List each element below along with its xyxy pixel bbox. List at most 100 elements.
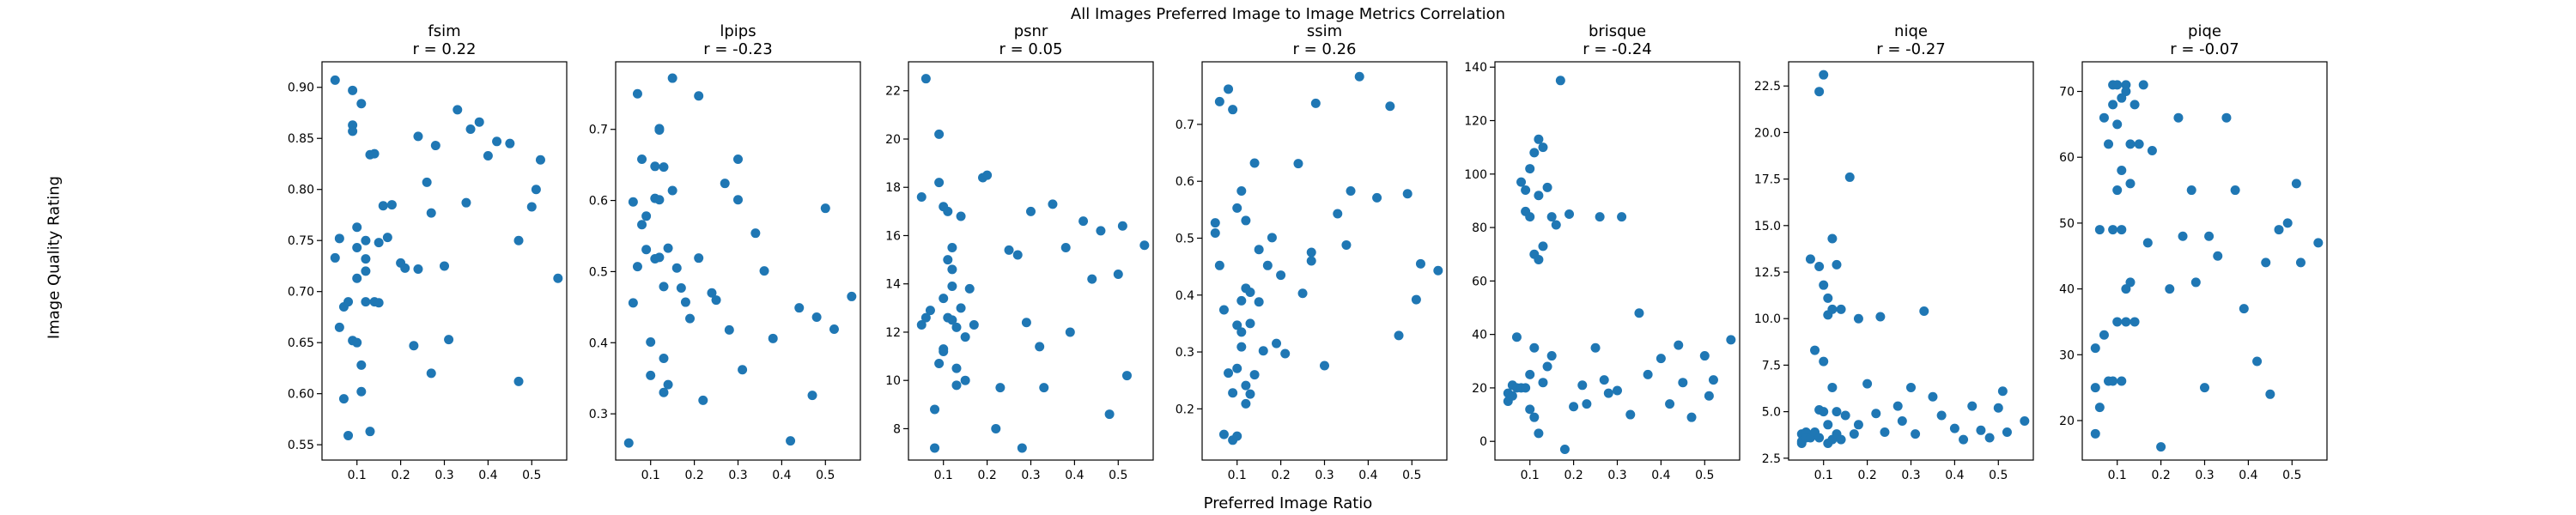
data-point	[2090, 343, 2100, 354]
data-point	[513, 376, 524, 386]
data-point	[1840, 410, 1850, 421]
axes-frame	[908, 61, 1154, 461]
data-point	[1704, 391, 1714, 401]
data-point	[1228, 105, 1238, 115]
x-tick-label: 0.3	[728, 469, 747, 482]
data-point	[352, 243, 362, 253]
data-point	[663, 379, 673, 390]
data-point	[1534, 254, 1544, 264]
data-point	[1026, 206, 1036, 216]
data-point	[1065, 327, 1075, 337]
x-tick-label: 0.1	[1521, 469, 1540, 482]
data-point	[641, 211, 652, 221]
data-point	[934, 359, 945, 369]
data-point	[465, 124, 476, 135]
data-point	[637, 220, 647, 230]
x-tick-label: 0.3	[1607, 469, 1626, 482]
data-point	[1678, 378, 1688, 388]
data-point	[1844, 172, 1855, 182]
data-point	[1551, 220, 1561, 230]
data-point	[1262, 260, 1273, 270]
data-point	[2129, 100, 2140, 110]
data-point	[659, 387, 669, 397]
data-point	[1617, 212, 1627, 222]
data-point	[1245, 318, 1255, 329]
data-point	[1832, 407, 1842, 417]
data-point	[343, 430, 354, 440]
data-point	[1708, 375, 1718, 385]
y-tick-label: 0	[1479, 435, 1487, 449]
data-point	[1542, 361, 1552, 372]
data-point	[663, 243, 673, 253]
x-tick-label: 0.1	[348, 469, 367, 482]
data-point	[1236, 342, 1247, 352]
data-point	[1836, 304, 1846, 314]
data-point	[676, 282, 686, 293]
panel-title-fsim: fsim	[428, 22, 460, 40]
data-point	[1832, 259, 1842, 270]
data-point	[440, 261, 449, 271]
data-point	[916, 191, 927, 202]
y-tick-label: 0.2	[1176, 403, 1194, 416]
data-point	[1993, 403, 2003, 413]
data-point	[920, 312, 931, 323]
data-point	[2108, 225, 2118, 235]
data-point	[513, 235, 524, 245]
panel-subtitle-psnr: r = 0.05	[999, 40, 1062, 58]
axes-frame	[1788, 61, 2034, 461]
y-tick-label: 12	[885, 326, 901, 340]
data-point	[1232, 363, 1242, 373]
data-point	[1875, 312, 1886, 322]
data-point	[1534, 134, 1544, 144]
y-tick-label: 10.0	[1754, 312, 1781, 326]
y-tick-label: 0.60	[288, 388, 314, 402]
data-point	[1577, 380, 1588, 391]
data-point	[2112, 80, 2123, 90]
panel-title-psnr: psnr	[1014, 22, 1048, 40]
y-tick-label: 0.55	[288, 439, 314, 452]
data-point	[2117, 376, 2127, 386]
data-point	[1104, 409, 1115, 420]
x-tick-label: 0.2	[2151, 469, 2170, 482]
data-point	[659, 282, 669, 292]
figure-title: All Images Preferred Image to Image Metr…	[1070, 5, 1506, 23]
data-point	[1087, 274, 1097, 284]
data-point	[2117, 166, 2127, 176]
data-point	[654, 252, 665, 263]
data-point	[1827, 233, 1838, 244]
y-tick-label: 20	[1472, 382, 1487, 396]
data-point	[1346, 185, 1356, 196]
data-point	[356, 386, 367, 397]
data-point	[2108, 376, 2118, 386]
data-point	[934, 129, 945, 139]
data-point	[2090, 383, 2100, 393]
data-point	[1911, 429, 1921, 439]
y-tick-label: 10	[885, 374, 901, 388]
data-point	[1241, 398, 1251, 409]
data-point	[2291, 179, 2301, 189]
data-point	[1060, 243, 1071, 253]
data-point	[1599, 375, 1609, 385]
x-tick-label: 0.2	[1857, 469, 1876, 482]
data-point	[2090, 428, 2100, 439]
y-tick-label: 22.5	[1754, 80, 1781, 94]
data-point	[1959, 434, 1969, 445]
data-point	[947, 315, 957, 325]
data-point	[995, 383, 1005, 393]
data-point	[951, 380, 962, 391]
data-point	[330, 252, 340, 263]
data-point	[2252, 356, 2263, 367]
panel-title-brisque: brisque	[1589, 22, 1646, 40]
data-point	[2282, 218, 2293, 228]
data-point	[1928, 391, 1938, 402]
data-point	[1819, 280, 1829, 290]
data-point	[400, 263, 410, 273]
data-point	[1249, 158, 1260, 168]
data-point	[960, 332, 970, 342]
data-point	[1564, 209, 1575, 220]
data-point	[1525, 369, 1535, 379]
x-tick-label: 0.1	[641, 469, 660, 482]
data-point	[1210, 218, 1220, 228]
data-point	[1320, 360, 1329, 371]
data-point	[685, 313, 696, 324]
